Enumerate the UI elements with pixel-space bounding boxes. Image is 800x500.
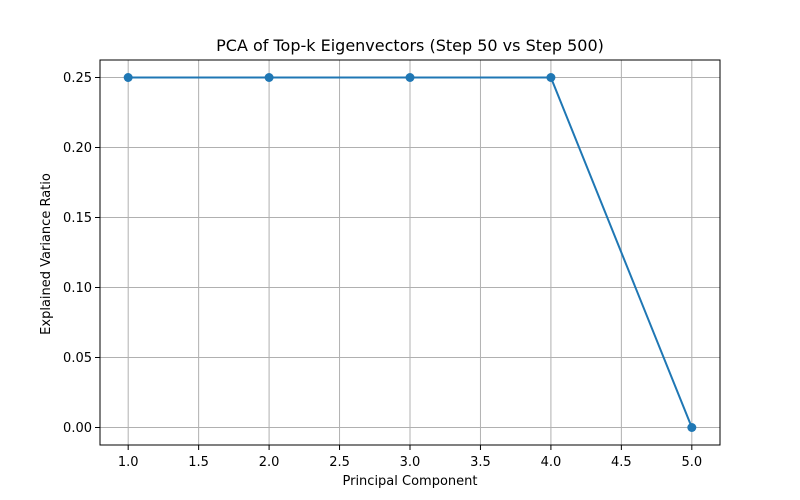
x-tick-label: 4.5 <box>611 455 632 470</box>
x-tick-label: 2.5 <box>329 455 350 470</box>
data-point <box>123 73 133 82</box>
y-tick-label: 0.25 <box>63 71 92 86</box>
chart-title: PCA of Top-k Eigenvectors (Step 50 vs St… <box>216 36 604 55</box>
x-tick-label: 3.5 <box>470 455 491 470</box>
data-point <box>405 73 415 82</box>
y-tick-label: 0.15 <box>63 211 92 226</box>
x-tick-label: 3.0 <box>400 455 421 470</box>
data-point <box>687 423 697 432</box>
x-axis-label: Principal Component <box>342 474 477 489</box>
y-tick-label: 0.20 <box>63 141 92 156</box>
y-tick-label: 0.10 <box>63 281 92 296</box>
data-point <box>264 73 274 82</box>
x-tick-label: 2.0 <box>259 455 280 470</box>
y-axis-label: Explained Variance Ratio <box>39 173 54 335</box>
ticks: 1.0 1.5 2.0 2.5 3.0 3.5 4.0 4.5 5.0 0.00 0.05 0.10 0… <box>63 71 702 470</box>
y-tick-label: 0.00 <box>63 421 92 436</box>
x-tick-label: 1.5 <box>188 455 209 470</box>
x-tick-label: 4.0 <box>541 455 562 470</box>
y-tick-label: 0.05 <box>63 351 92 366</box>
x-tick-label: 1.0 <box>118 455 139 470</box>
data-point <box>546 73 556 82</box>
x-tick-label: 5.0 <box>681 455 702 470</box>
series-layer <box>123 73 697 432</box>
